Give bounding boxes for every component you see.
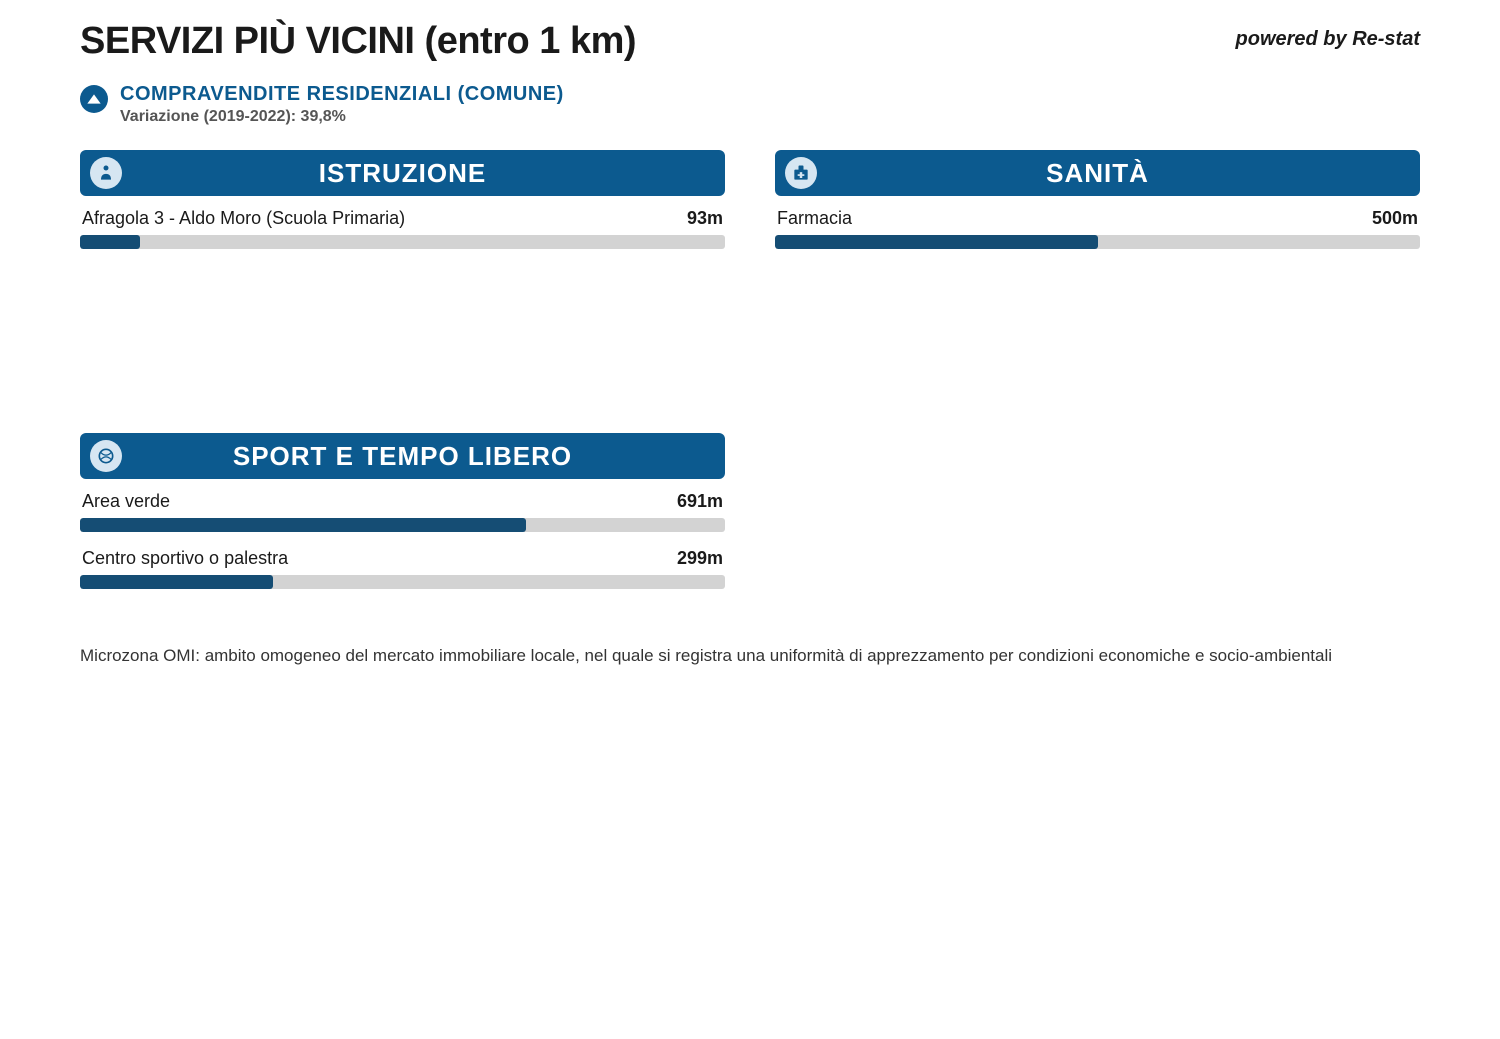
distance-bar-fill — [775, 235, 1098, 249]
card-header: ISTRUZIONE — [80, 150, 725, 196]
footnote: Microzona OMI: ambito omogeneo del merca… — [80, 645, 1420, 668]
item-distance: 500m — [1372, 208, 1418, 229]
card-sanita: SANITÀ Farmacia 500m — [775, 150, 1420, 265]
service-item: Area verde 691m — [80, 491, 725, 532]
up-arrow-icon — [80, 85, 108, 113]
item-distance: 691m — [677, 491, 723, 512]
stat-subtitle: Variazione (2019-2022): 39,8% — [120, 108, 564, 126]
cards-grid: ISTRUZIONE Afragola 3 - Aldo Moro (Scuol… — [80, 150, 1420, 605]
card-header: SPORT E TEMPO LIBERO — [80, 433, 725, 479]
item-distance: 93m — [687, 208, 723, 229]
item-label: Farmacia — [777, 208, 852, 229]
powered-by: powered by Re-stat — [1236, 28, 1420, 51]
card-istruzione: ISTRUZIONE Afragola 3 - Aldo Moro (Scuol… — [80, 150, 725, 265]
distance-bar-fill — [80, 518, 526, 532]
card-title: SPORT E TEMPO LIBERO — [122, 441, 715, 472]
service-item: Afragola 3 - Aldo Moro (Scuola Primaria)… — [80, 208, 725, 249]
education-icon — [90, 157, 122, 189]
header: SERVIZI PIÙ VICINI (entro 1 km) powered … — [80, 20, 1420, 63]
distance-bar-fill — [80, 235, 140, 249]
card-header: SANITÀ — [775, 150, 1420, 196]
distance-bar-track — [80, 518, 725, 532]
grid-empty — [775, 433, 1420, 605]
item-label: Centro sportivo o palestra — [82, 548, 288, 569]
distance-bar-track — [80, 575, 725, 589]
card-title: SANITÀ — [817, 158, 1410, 189]
distance-bar-fill — [80, 575, 273, 589]
stat-title: COMPRAVENDITE RESIDENZIALI (COMUNE) — [120, 83, 564, 106]
grid-spacer — [775, 289, 1420, 409]
distance-bar-track — [775, 235, 1420, 249]
item-distance: 299m — [677, 548, 723, 569]
page-title: SERVIZI PIÙ VICINI (entro 1 km) — [80, 20, 636, 63]
service-item: Farmacia 500m — [775, 208, 1420, 249]
item-label: Afragola 3 - Aldo Moro (Scuola Primaria) — [82, 208, 405, 229]
sport-icon — [90, 440, 122, 472]
card-sport: SPORT E TEMPO LIBERO Area verde 691m Cen… — [80, 433, 725, 605]
card-title: ISTRUZIONE — [122, 158, 715, 189]
item-label: Area verde — [82, 491, 170, 512]
health-icon — [785, 157, 817, 189]
grid-spacer — [80, 289, 725, 409]
service-item: Centro sportivo o palestra 299m — [80, 548, 725, 589]
distance-bar-track — [80, 235, 725, 249]
stat-block: COMPRAVENDITE RESIDENZIALI (COMUNE) Vari… — [80, 83, 1420, 126]
